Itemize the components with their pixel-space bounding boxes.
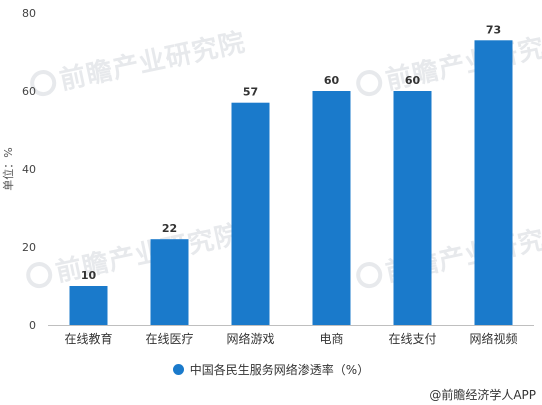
x-tick-label: 在线医疗 <box>145 332 193 346</box>
bar <box>393 91 432 325</box>
data-label: 73 <box>486 23 501 36</box>
bar <box>150 239 189 325</box>
bar <box>312 91 351 325</box>
y-tick-label: 80 <box>22 7 36 20</box>
data-label: 22 <box>162 222 177 235</box>
bar <box>69 286 108 325</box>
x-tick-label: 在线教育 <box>64 331 112 346</box>
source-label: @前瞻经济学人APP <box>429 388 536 402</box>
legend: 中国各民生服务网络渗透率（%） <box>0 361 542 378</box>
x-tick-label: 网络游戏 <box>226 331 274 346</box>
data-label: 60 <box>324 74 340 87</box>
y-tick-label: 0 <box>29 319 36 332</box>
y-tick-label: 40 <box>22 163 36 176</box>
legend-label: 中国各民生服务网络渗透率（%） <box>189 363 370 377</box>
data-label: 57 <box>243 86 258 99</box>
legend-swatch <box>172 364 184 375</box>
bar <box>474 40 513 326</box>
data-label: 60 <box>405 74 421 87</box>
y-axis-title: 单位：% <box>1 147 15 190</box>
y-tick-label: 20 <box>22 241 36 254</box>
y-tick-label: 60 <box>22 85 36 98</box>
x-tick-label: 网络视频 <box>469 331 517 346</box>
x-tick-label: 电商 <box>319 331 343 346</box>
data-label: 10 <box>81 269 97 282</box>
x-tick-label: 在线支付 <box>388 332 436 346</box>
bar <box>231 102 270 325</box>
